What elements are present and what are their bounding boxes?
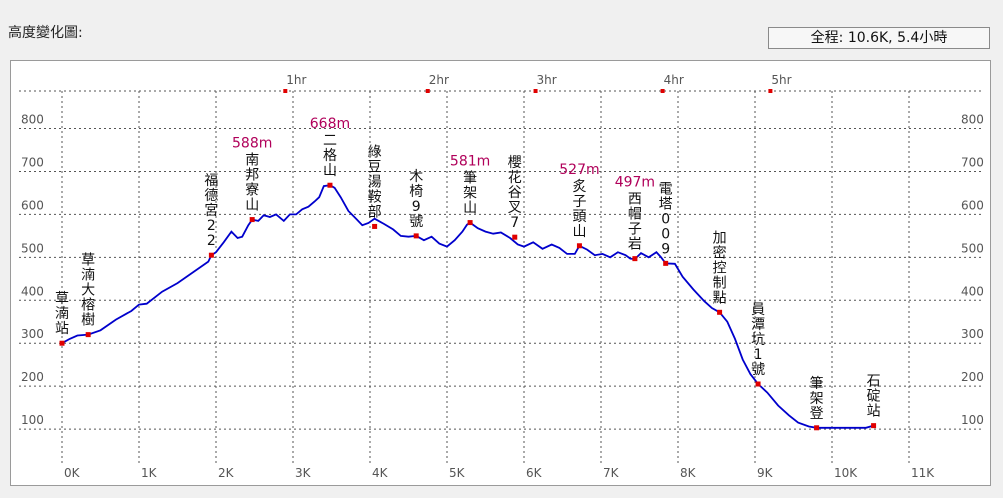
summary-value: 10.6K, 5.4小時 bbox=[847, 30, 948, 46]
waypoint-label: 木椅 9 號 bbox=[409, 169, 423, 230]
peak-elevation-label: 527m bbox=[559, 162, 599, 178]
elevation-chart: 100 100 200 200 300 300 400 400 500 500 600 600 700 7… bbox=[19, 73, 984, 480]
time-mark-label: 1hr bbox=[286, 73, 306, 87]
axis-labels: 100 100 200 200 300 300 400 400 500 500 600 600 700 7… bbox=[21, 113, 984, 480]
waypoint-label: 西帽子岩 bbox=[628, 192, 642, 253]
waypoint-marker bbox=[467, 220, 473, 226]
elevation-plot-area: 100 100 200 200 300 300 400 400 500 500 600 600 700 7… bbox=[10, 60, 991, 486]
y-tick-label-right: 800 bbox=[961, 113, 984, 127]
time-mark-marker bbox=[660, 89, 665, 93]
waypoint-marker bbox=[512, 234, 518, 240]
x-tick-label: 9K bbox=[757, 466, 774, 480]
y-tick-label-left: 100 bbox=[21, 413, 44, 427]
time-mark-marker bbox=[425, 89, 430, 93]
waypoint-label: 炙子頭山 bbox=[572, 179, 586, 240]
y-tick-label-right: 400 bbox=[961, 284, 984, 298]
waypoint-marker bbox=[663, 260, 669, 266]
x-tick-label: 0K bbox=[64, 466, 81, 480]
waypoint-label: 草湳大榕樹 bbox=[81, 253, 95, 329]
y-tick-label-left: 700 bbox=[21, 155, 44, 169]
waypoint-marker bbox=[413, 233, 419, 239]
time-marks: 1hr 2hr 3hr 4hr 5hr bbox=[283, 73, 792, 93]
x-tick-label: 10K bbox=[834, 466, 858, 480]
waypoint-marker bbox=[372, 223, 378, 229]
waypoint-marker bbox=[249, 217, 255, 223]
waypoint-label: 福德宮 2 2 bbox=[204, 173, 218, 249]
waypoint-marker bbox=[576, 243, 582, 249]
chart-title: 高度變化圖: bbox=[8, 25, 83, 41]
y-tick-label-right: 500 bbox=[961, 241, 984, 255]
y-tick-label-left: 300 bbox=[21, 327, 44, 341]
waypoint-marker bbox=[208, 252, 214, 258]
waypoint-label: 加密控制點 bbox=[713, 230, 727, 306]
time-mark-marker bbox=[533, 89, 538, 93]
x-tick-label: 4K bbox=[372, 466, 389, 480]
waypoint-marker bbox=[717, 309, 723, 315]
waypoint-label: 二格山 bbox=[323, 133, 337, 179]
waypoint-marker bbox=[755, 381, 761, 387]
elevation-profile-line bbox=[61, 184, 874, 429]
x-tick-label: 8K bbox=[680, 466, 697, 480]
waypoint-marker bbox=[814, 425, 820, 431]
peak-elevation-label: 668m bbox=[310, 116, 350, 132]
waypoint-label: 櫻花谷叉 7 bbox=[508, 154, 522, 231]
y-tick-label-right: 600 bbox=[961, 198, 984, 212]
waypoint-label: 石碇站 bbox=[867, 374, 881, 420]
waypoint-label: 綠豆湯鞍部 bbox=[368, 144, 382, 220]
waypoint-label: 草湳站 bbox=[55, 291, 69, 337]
y-tick-label-right: 200 bbox=[961, 370, 984, 384]
waypoint-marker bbox=[85, 332, 91, 338]
x-tick-label: 3K bbox=[295, 466, 312, 480]
y-tick-label-left: 800 bbox=[21, 113, 44, 127]
summary-label: 全程: bbox=[810, 30, 844, 46]
y-tick-label-left: 200 bbox=[21, 370, 44, 384]
grid-lines bbox=[19, 90, 983, 466]
route-summary: 全程: 10.6K, 5.4小時 bbox=[768, 27, 990, 49]
waypoint-label: 南邦寮山 bbox=[245, 153, 259, 214]
time-mark-marker bbox=[768, 89, 773, 93]
x-tick-label: 1K bbox=[141, 466, 158, 480]
time-mark-marker bbox=[283, 89, 288, 93]
x-tick-label: 5K bbox=[449, 466, 466, 480]
x-tick-label: 7K bbox=[603, 466, 620, 480]
waypoint-marker bbox=[327, 182, 333, 188]
y-tick-label-left: 600 bbox=[21, 198, 44, 212]
y-tick-label-right: 100 bbox=[961, 413, 984, 427]
waypoint-label: 員潭坑 1 號 bbox=[751, 302, 765, 378]
waypoint-label: 電塔 0 0 9 bbox=[659, 181, 673, 257]
y-tick-label-right: 300 bbox=[961, 327, 984, 341]
waypoint-marker bbox=[871, 423, 877, 429]
y-tick-label-right: 700 bbox=[961, 155, 984, 169]
peak-elevation-label: 588m bbox=[232, 136, 272, 152]
time-mark-label: 5hr bbox=[771, 73, 791, 87]
y-tick-label-left: 500 bbox=[21, 241, 44, 255]
x-tick-label: 2K bbox=[218, 466, 235, 480]
waypoint-label: 筆架登 bbox=[810, 376, 824, 422]
peak-elevation-label: 497m bbox=[615, 175, 655, 191]
waypoint-marker bbox=[632, 256, 638, 262]
x-tick-label: 11K bbox=[911, 466, 935, 480]
time-mark-label: 2hr bbox=[429, 73, 449, 87]
time-mark-label: 4hr bbox=[664, 73, 684, 87]
waypoint-label: 筆架山 bbox=[463, 171, 477, 217]
waypoint-marker bbox=[59, 340, 65, 346]
x-tick-label: 6K bbox=[526, 466, 543, 480]
time-mark-label: 3hr bbox=[537, 73, 557, 87]
y-tick-label-left: 400 bbox=[21, 284, 44, 298]
peak-elevation-label: 581m bbox=[450, 154, 490, 170]
